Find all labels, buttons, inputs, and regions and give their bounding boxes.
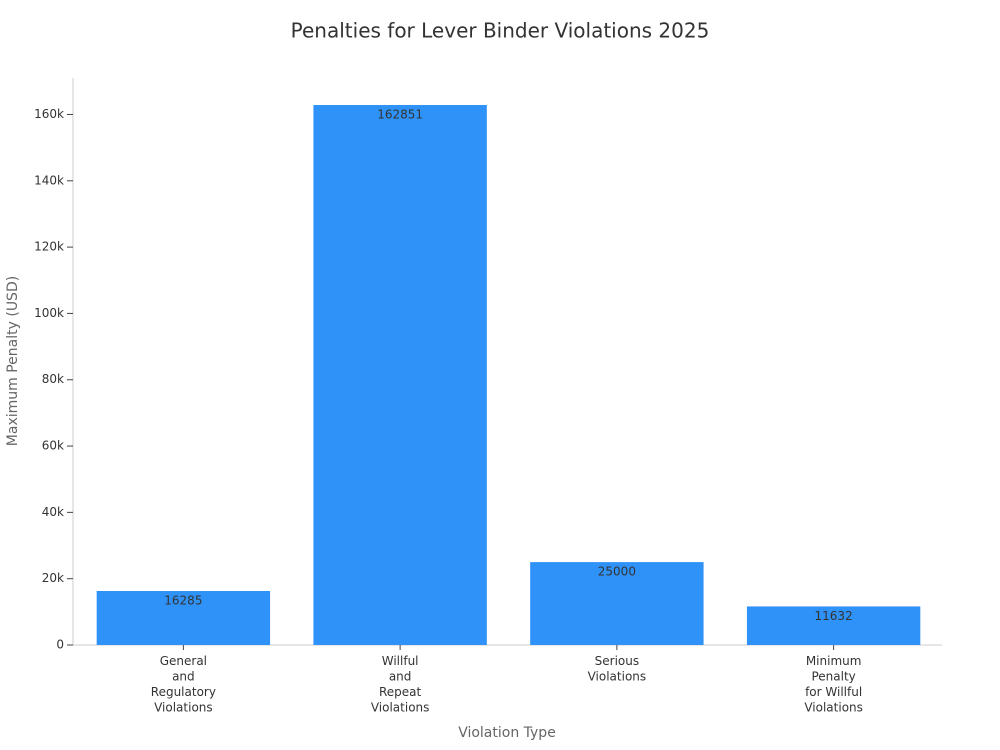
y-tick-label: 80k	[42, 372, 64, 386]
x-tick-label: Serious Violations	[588, 654, 647, 684]
bar	[96, 591, 271, 645]
data-label: 25000	[598, 565, 636, 579]
y-tick-label: 120k	[34, 240, 64, 254]
y-axis-label: Maximum Penalty (USD)	[5, 276, 21, 446]
y-tick-label: 20k	[42, 571, 64, 585]
y-tick-label: 40k	[42, 505, 64, 519]
x-tick-label: Minimum Penalty for Willful Violations	[804, 654, 863, 715]
chart-title: Penalties for Lever Binder Violations 20…	[291, 19, 710, 43]
data-label: 162851	[377, 108, 423, 122]
y-tick-label: 100k	[34, 306, 64, 320]
y-tick-label: 60k	[42, 439, 64, 453]
y-tick-label: 0	[56, 638, 64, 652]
bar	[530, 562, 704, 645]
x-tick-label: Willful and Repeat Violations	[371, 654, 430, 715]
x-axis-label: Violation Type	[458, 725, 556, 741]
y-tick-label: 140k	[34, 173, 64, 187]
x-tick-label: General and Regulatory Violations	[151, 654, 216, 715]
data-label: 16285	[164, 594, 202, 608]
bar	[746, 606, 921, 645]
y-tick-label: 160k	[34, 107, 64, 121]
bar	[313, 105, 487, 645]
data-label: 11632	[815, 609, 853, 623]
